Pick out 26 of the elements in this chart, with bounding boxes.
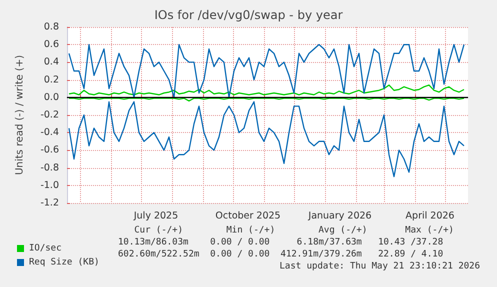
text: Last update: Thu May 21 23:10:21 2026 bbox=[280, 262, 480, 272]
y-axis-title: Units read (-) / write (+) bbox=[14, 54, 26, 176]
legend-label: Req Size (KB) bbox=[29, 258, 100, 268]
y-tick-label: -1.2 bbox=[40, 198, 59, 208]
y-tick-label: 0.4 bbox=[44, 56, 59, 68]
y-tick-label: -0.8 bbox=[40, 162, 59, 174]
y-tick-label: -0.6 bbox=[40, 144, 59, 156]
x-tick-label: July 2025 bbox=[132, 210, 178, 222]
y-tick-label: -0.4 bbox=[40, 127, 59, 138]
x-tick-label: January 2026 bbox=[307, 210, 372, 222]
text: Cur (-/+) Min (-/+) Avg (-/+) Max (-/+) bbox=[118, 226, 454, 236]
legend-label: IO/sec bbox=[29, 244, 62, 254]
x-tick-label: April 2026 bbox=[406, 210, 454, 222]
line-series bbox=[68, 101, 465, 178]
x-tick-label: October 2025 bbox=[215, 210, 281, 222]
chart-title: IOs for /dev/vg0/swap - by year bbox=[154, 8, 343, 22]
text: 10.13m/86.03m 0.00 / 0.00 6.18m/37.63m 10.43 /37.28 bbox=[118, 238, 444, 248]
y-tick-label: 0.6 bbox=[44, 39, 59, 50]
line-series bbox=[68, 44, 465, 98]
text: 602.60m/522.52m 0.00 / 0.00 412.91m/379.26m 22.89 / 4.10 bbox=[118, 250, 444, 260]
y-tick-label: 0.0 bbox=[44, 92, 59, 103]
y-tick-label: -0.2 bbox=[40, 110, 59, 120]
y-tick-label: 0.2 bbox=[44, 74, 59, 86]
y-tick-label: 0.8 bbox=[44, 22, 59, 32]
y-tick-label: -1.0 bbox=[40, 180, 59, 191]
line-series bbox=[68, 84, 465, 96]
